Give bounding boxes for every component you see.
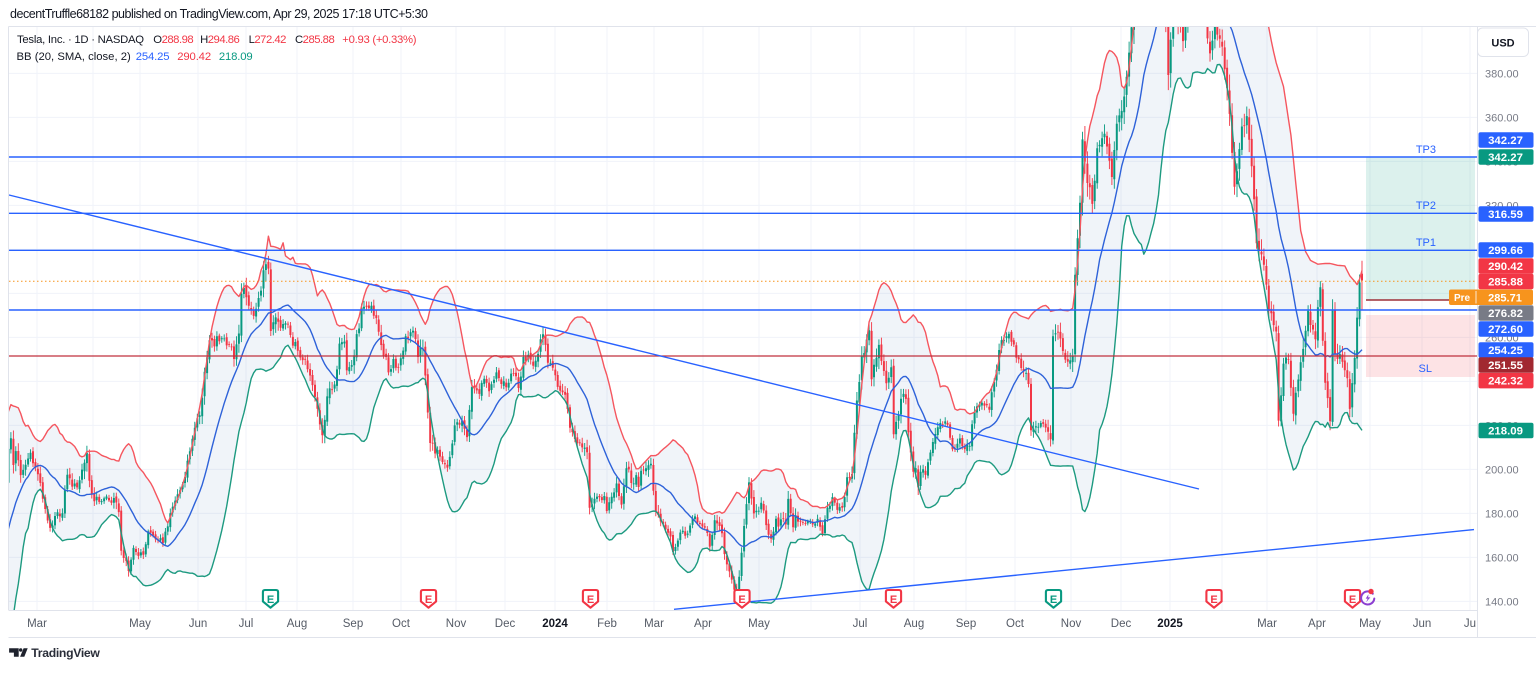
svg-text:E: E <box>587 594 594 606</box>
svg-text:TP1: TP1 <box>1416 237 1436 249</box>
svg-text:Ju: Ju <box>1464 618 1476 630</box>
svg-text:Oct: Oct <box>392 618 411 630</box>
svg-text:Mar: Mar <box>1257 618 1277 630</box>
svg-text:Jul: Jul <box>853 618 868 630</box>
svg-text:L272.42: L272.42 <box>249 34 287 46</box>
svg-text:140.00: 140.00 <box>1485 596 1519 608</box>
svg-text:Feb: Feb <box>597 618 617 630</box>
svg-text:2024: 2024 <box>542 618 568 630</box>
svg-text:USD: USD <box>1491 38 1514 50</box>
svg-text:360.00: 360.00 <box>1485 112 1519 124</box>
svg-text:Jun: Jun <box>1413 618 1432 630</box>
svg-text:+0.93 (+0.33%): +0.93 (+0.33%) <box>342 34 416 46</box>
svg-text:Oct: Oct <box>1006 618 1025 630</box>
svg-text:E: E <box>738 594 745 606</box>
svg-text:218.09: 218.09 <box>219 51 253 63</box>
svg-text:Tesla, Inc. · 1D · NASDAQ: Tesla, Inc. · 1D · NASDAQ <box>17 34 144 46</box>
svg-text:Mar: Mar <box>27 618 47 630</box>
svg-text:TP3: TP3 <box>1416 144 1436 156</box>
svg-text:Aug: Aug <box>904 618 924 630</box>
svg-text:254.25: 254.25 <box>1488 345 1524 357</box>
svg-text:E: E <box>267 594 274 606</box>
svg-text:272.60: 272.60 <box>1488 324 1523 336</box>
svg-text:242.32: 242.32 <box>1488 376 1523 388</box>
svg-text:380.00: 380.00 <box>1485 68 1519 80</box>
svg-text:Mar: Mar <box>644 618 664 630</box>
svg-text:TradingView: TradingView <box>31 646 100 660</box>
svg-text:290.42: 290.42 <box>177 51 211 63</box>
svg-text:E: E <box>1210 594 1217 606</box>
svg-text:218.09: 218.09 <box>1488 426 1523 438</box>
svg-text:E: E <box>1050 594 1057 606</box>
svg-text:H294.86: H294.86 <box>200 34 239 46</box>
svg-text:276.82: 276.82 <box>1488 308 1523 320</box>
svg-text:May: May <box>129 618 151 630</box>
svg-text:C285.88: C285.88 <box>295 34 334 46</box>
svg-text:Nov: Nov <box>446 618 467 630</box>
svg-text:342.27: 342.27 <box>1488 152 1523 164</box>
svg-text:Apr: Apr <box>1308 618 1326 630</box>
svg-text:Jul: Jul <box>239 618 254 630</box>
svg-text:Pre: Pre <box>1454 293 1471 304</box>
svg-text:decentTruffle68182 published o: decentTruffle68182 published on TradingV… <box>10 7 428 21</box>
svg-text:299.66: 299.66 <box>1488 245 1523 257</box>
svg-text:Dec: Dec <box>1111 618 1132 630</box>
svg-text:Dec: Dec <box>495 618 516 630</box>
svg-text:160.00: 160.00 <box>1485 552 1519 564</box>
svg-text:Sep: Sep <box>343 618 363 630</box>
svg-text:Apr: Apr <box>694 618 712 630</box>
svg-text:180.00: 180.00 <box>1485 508 1519 520</box>
svg-text:251.55: 251.55 <box>1488 360 1524 372</box>
svg-text:May: May <box>748 618 770 630</box>
svg-text:Sep: Sep <box>956 618 976 630</box>
svg-text:200.00: 200.00 <box>1485 464 1519 476</box>
svg-text:Aug: Aug <box>287 618 307 630</box>
svg-text:285.71: 285.71 <box>1488 293 1522 305</box>
svg-text:SL: SL <box>1419 363 1432 375</box>
svg-text:May: May <box>1359 618 1381 630</box>
svg-text:285.88: 285.88 <box>1488 277 1523 289</box>
svg-text:342.27: 342.27 <box>1488 135 1523 147</box>
svg-text:E: E <box>425 594 432 606</box>
svg-text:E: E <box>890 594 897 606</box>
svg-text:BB (20, SMA, close, 2): BB (20, SMA, close, 2) <box>17 51 132 63</box>
svg-text:316.59: 316.59 <box>1488 209 1523 221</box>
svg-text:TP2: TP2 <box>1416 200 1436 212</box>
svg-text:2025: 2025 <box>1157 618 1183 630</box>
svg-text:E: E <box>1349 594 1356 606</box>
svg-text:O288.98: O288.98 <box>153 34 193 46</box>
svg-text:290.42: 290.42 <box>1488 261 1523 273</box>
svg-text:Nov: Nov <box>1061 618 1082 630</box>
svg-text:Jun: Jun <box>189 618 208 630</box>
svg-text:254.25: 254.25 <box>136 51 170 63</box>
